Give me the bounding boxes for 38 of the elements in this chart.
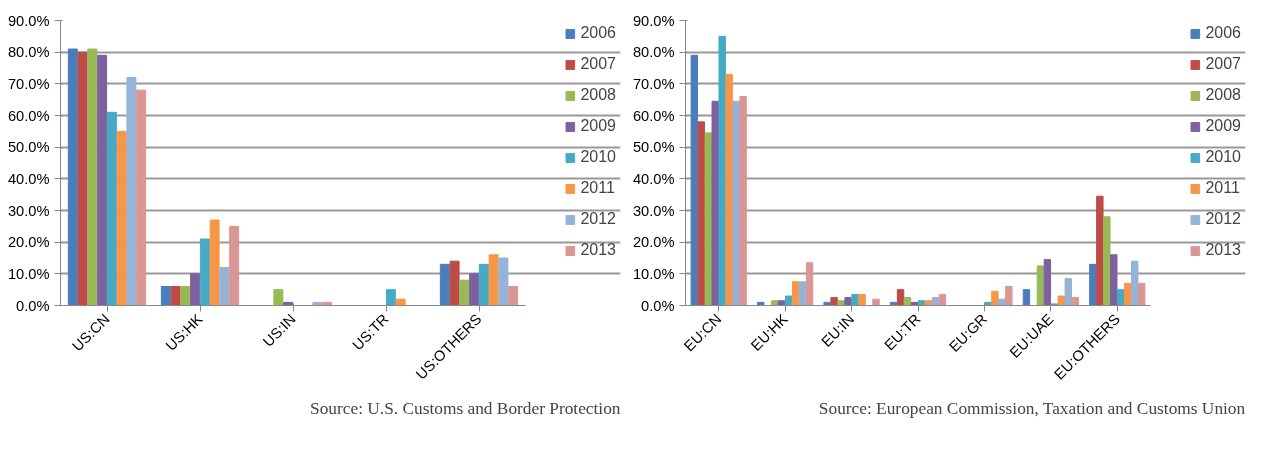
y-tick-label: 60.0% (7, 107, 50, 124)
y-tick-label: 40.0% (632, 170, 675, 187)
y-tick-label: 90.0% (632, 12, 675, 29)
legend-label: 2010 (1205, 148, 1241, 166)
y-tick-label: 20.0% (7, 234, 50, 251)
legend-label: 2011 (1205, 179, 1240, 197)
y-tick-label: 50.0% (632, 139, 675, 156)
legend-label: 2006 (580, 24, 616, 42)
legend-label: 2013 (1205, 241, 1241, 259)
legend-label: 2008 (1205, 86, 1241, 104)
legend-label: 2011 (580, 179, 615, 197)
y-tick-label: 50.0% (7, 139, 50, 156)
legend-label: 2012 (580, 210, 616, 228)
source-note: Source: U.S. Customs and Border Protection (310, 398, 621, 418)
y-tick-label: 80.0% (632, 44, 675, 61)
y-tick-label: 0.0% (16, 297, 50, 314)
y-tick-label: 70.0% (632, 75, 675, 92)
y-tick-label: 90.0% (7, 12, 50, 29)
legend-label: 2010 (580, 148, 616, 166)
y-tick-label: 20.0% (632, 234, 675, 251)
y-tick-label: 10.0% (7, 265, 50, 282)
y-tick-label: 0.0% (641, 297, 675, 314)
legend-label: 2009 (1205, 117, 1241, 135)
y-tick-label: 30.0% (7, 202, 50, 219)
y-tick-label: 80.0% (7, 44, 50, 61)
y-tick-label: 40.0% (7, 170, 50, 187)
legend-label: 2006 (1205, 24, 1241, 42)
legend-label: 2007 (580, 55, 616, 73)
y-tick-label: 70.0% (7, 75, 50, 92)
legend-label: 2007 (1205, 55, 1241, 73)
y-tick-label: 10.0% (632, 265, 675, 282)
y-tick-label: 60.0% (632, 107, 675, 124)
source-note: Source: European Commission, Taxation and Customs Union (818, 398, 1246, 418)
y-tick-label: 30.0% (632, 202, 675, 219)
legend-label: 2013 (580, 241, 616, 259)
legend-label: 2012 (1205, 210, 1241, 228)
legend-label: 2008 (580, 86, 616, 104)
legend-label: 2009 (580, 117, 616, 135)
